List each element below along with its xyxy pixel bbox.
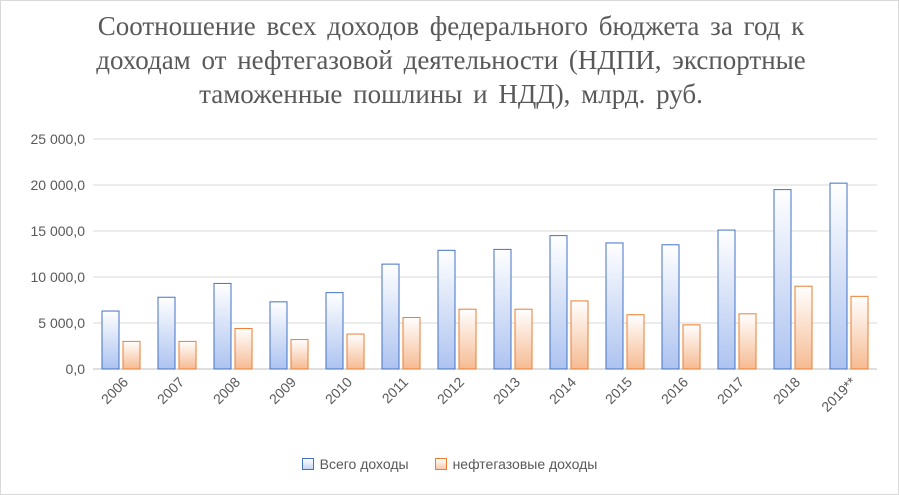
bar-oilgas-revenue [290, 339, 309, 370]
bar-total-revenue [773, 189, 792, 370]
bars [101, 182, 869, 370]
bar-oilgas-revenue [234, 328, 253, 370]
bar-oilgas-revenue [514, 308, 533, 370]
bar-total-revenue [381, 263, 400, 370]
x-axis-ticks: 2006 2007 2008 2009 2010 2011 2012 2013 2014 2015… [98, 373, 860, 414]
x-tick-label: 2012 [434, 374, 467, 407]
bar-total-revenue [437, 249, 456, 370]
legend-swatch-oilgas [434, 458, 447, 470]
x-tick-label: 2006 [98, 374, 131, 407]
bar-total-revenue [717, 229, 736, 370]
bar-oilgas-revenue [738, 313, 757, 370]
x-tick-label: 2014 [546, 374, 579, 407]
legend-label-oilgas: нефтегазовые доходы [452, 456, 598, 472]
bar-total-revenue [325, 292, 344, 370]
y-tick-label: 15 000,0 [31, 223, 86, 239]
bar-oilgas-revenue [626, 314, 645, 370]
bar-oilgas-revenue [570, 300, 589, 370]
bar-total-revenue [269, 301, 288, 370]
x-tick-label: 2019** [818, 373, 859, 414]
x-tick-label: 2009 [266, 374, 299, 407]
bar-oilgas-revenue [178, 340, 197, 370]
gridlines [93, 138, 877, 370]
x-tick-label: 2013 [490, 374, 523, 407]
legend: Всего доходы нефтегазовые доходы [1, 456, 898, 472]
legend-swatch-total [301, 458, 314, 470]
bar-oilgas-revenue [122, 340, 141, 370]
bar-oilgas-revenue [458, 308, 477, 370]
y-tick-label: 10 000,0 [31, 269, 86, 285]
y-tick-label: 0,0 [66, 361, 86, 377]
bar-oilgas-revenue [402, 316, 421, 370]
legend-item-oilgas: нефтегазовые доходы [434, 456, 598, 472]
legend-item-total: Всего доходы [301, 456, 409, 472]
x-tick-label: 2017 [714, 374, 747, 407]
bar-total-revenue [213, 282, 232, 370]
bar-total-revenue [101, 310, 120, 370]
x-tick-label: 2008 [210, 374, 243, 407]
bar-total-revenue [549, 235, 568, 370]
x-tick-label: 2016 [658, 374, 691, 407]
x-tick-label: 2010 [322, 374, 355, 407]
bar-total-revenue [157, 296, 176, 370]
x-tick-label: 2011 [379, 374, 412, 407]
bar-total-revenue [661, 244, 680, 370]
y-tick-label: 20 000,0 [31, 177, 86, 193]
bar-total-revenue [493, 248, 512, 370]
y-tick-label: 5 000,0 [38, 315, 85, 331]
x-tick-label: 2018 [770, 374, 803, 407]
bar-total-revenue [829, 182, 848, 370]
legend-label-total: Всего доходы [319, 456, 409, 472]
bar-total-revenue [605, 242, 624, 370]
y-tick-label: 25 000,0 [31, 131, 86, 147]
y-axis-ticks: 0,0 5 000,0 10 000,0 15 000,0 20 000,0 25 000… [31, 131, 86, 377]
chart-title: Соотношение всех доходов федерального бю… [96, 11, 806, 109]
bar-oilgas-revenue [682, 324, 701, 370]
x-tick-label: 2015 [602, 374, 635, 407]
bar-oilgas-revenue [794, 285, 813, 370]
x-tick-label: 2007 [154, 374, 187, 407]
bar-oilgas-revenue [850, 295, 869, 370]
bar-oilgas-revenue [346, 333, 365, 370]
